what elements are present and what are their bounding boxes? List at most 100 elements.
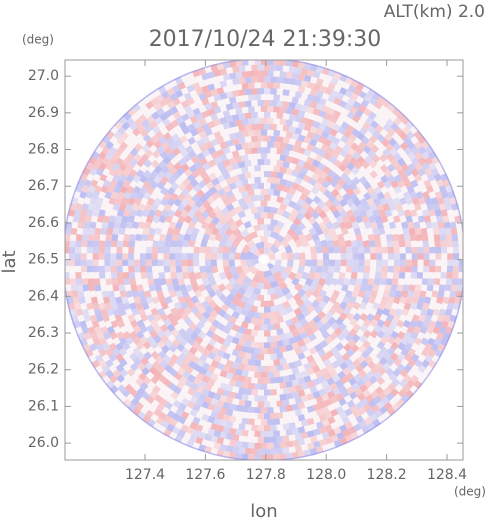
echo-cell: [322, 165, 332, 175]
echo-cell: [192, 120, 202, 129]
echo-cell: [436, 215, 444, 223]
echo-cell: [191, 155, 200, 164]
echo-cell: [132, 103, 141, 113]
echo-cell: [401, 290, 409, 298]
echo-cell: [87, 278, 95, 286]
echo-cell: [216, 400, 225, 408]
echo-cell: [144, 290, 152, 298]
echo-cell: [251, 448, 258, 455]
echo-cell: [375, 351, 385, 361]
echo-cell: [117, 319, 126, 329]
echo-cell: [232, 434, 240, 442]
echo-cell: [179, 338, 188, 347]
echo-cell: [444, 284, 452, 292]
echo-cell: [364, 355, 373, 365]
echo-cell: [456, 284, 463, 292]
echo-cell: [175, 89, 184, 98]
echo-cell: [327, 193, 337, 203]
echo-cell: [422, 209, 430, 217]
echo-cell: [187, 209, 196, 219]
echo-cell: [374, 272, 382, 280]
echo-cell: [375, 265, 383, 273]
echo-cell: [235, 392, 243, 400]
echo-cell: [326, 363, 335, 373]
echo-cell: [225, 103, 234, 111]
echo-cell: [225, 433, 234, 441]
echo-cell: [114, 314, 123, 323]
echo-cell: [254, 165, 261, 172]
echo-cell: [137, 411, 146, 420]
echo-cell: [380, 174, 389, 184]
echo-cell: [101, 146, 111, 155]
echo-cell: [222, 352, 231, 360]
echo-cell: [373, 395, 382, 404]
echo-cell: [228, 157, 237, 165]
echo-cell: [255, 269, 264, 278]
echo-cell: [80, 209, 88, 217]
echo-cell: [308, 164, 318, 173]
echo-cell: [177, 215, 186, 224]
echo-cell: [241, 178, 249, 186]
echo-cell: [365, 209, 374, 218]
echo-cell: [93, 278, 101, 286]
echo-cell: [386, 240, 394, 248]
echo-cell: [414, 359, 423, 368]
echo-cell: [246, 250, 254, 260]
echo-cell: [388, 308, 397, 317]
echo-cell: [293, 203, 303, 212]
echo-cell: [294, 347, 303, 355]
echo-cell: [288, 102, 296, 109]
echo-cell: [429, 259, 436, 266]
echo-cell: [447, 253, 454, 260]
echo-cell: [273, 60, 280, 66]
echo-cell: [75, 234, 83, 242]
echo-cell: [422, 191, 430, 200]
echo-cell: [127, 197, 136, 206]
echo-cell: [159, 324, 169, 333]
echo-cell: [206, 315, 216, 324]
echo-cell: [159, 112, 168, 122]
echo-cell: [285, 131, 293, 139]
echo-cell: [225, 421, 234, 429]
echo-cell: [207, 71, 215, 79]
echo-cell: [180, 301, 189, 310]
echo-cell: [400, 394, 410, 403]
echo-cell: [417, 146, 427, 155]
echo-cell: [359, 197, 368, 207]
echo-cell: [254, 407, 261, 414]
echo-cell: [288, 373, 297, 382]
echo-cell: [238, 399, 246, 407]
echo-cell: [376, 134, 386, 143]
echo-cell: [273, 129, 281, 137]
echo-cell: [297, 134, 306, 142]
echo-cell: [204, 215, 213, 225]
echo-cell: [342, 367, 351, 376]
echo-cell: [315, 395, 324, 404]
echo-cell: [430, 197, 439, 205]
echo-cell: [150, 375, 159, 385]
echo-cell: [367, 149, 376, 159]
echo-cell: [235, 265, 244, 275]
echo-cell: [323, 152, 332, 161]
echo-cell: [177, 352, 187, 362]
echo-cell: [308, 283, 317, 293]
echo-cell: [69, 246, 76, 254]
echo-cell: [191, 193, 201, 203]
echo-cell: [343, 167, 352, 176]
echo-cell: [300, 431, 309, 439]
echo-cell: [345, 187, 355, 197]
echo-cell: [168, 221, 177, 230]
echo-cell: [254, 442, 261, 449]
echo-cell: [414, 151, 423, 161]
echo-cell: [127, 107, 137, 117]
echo-cell: [279, 166, 287, 174]
echo-cell: [442, 296, 450, 304]
echo-cell: [199, 315, 208, 325]
echo-cell: [180, 100, 190, 109]
echo-cell: [294, 177, 303, 186]
echo-cell: [443, 221, 451, 229]
echo-cell: [114, 120, 123, 130]
echo-cell: [241, 166, 249, 174]
echo-cell: [241, 417, 249, 425]
echo-cell: [289, 222, 299, 232]
